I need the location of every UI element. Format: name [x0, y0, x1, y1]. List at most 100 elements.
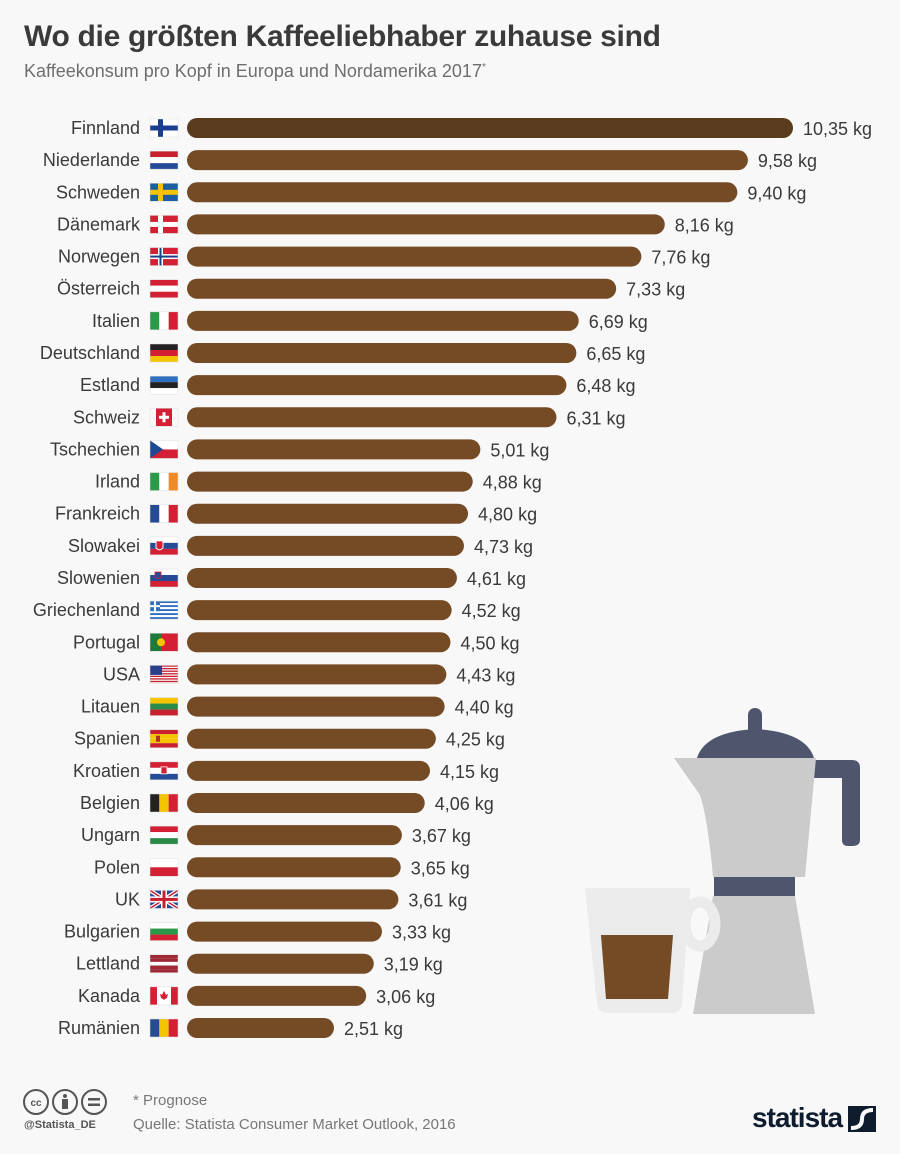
bar [187, 535, 464, 556]
flag-ie-icon [149, 472, 179, 491]
flag-it-icon [149, 311, 179, 331]
flag-lt-icon [149, 697, 179, 716]
chart-title: Wo die größten Kaffeeliebhaber zuhause s… [24, 20, 661, 53]
value-label: 6,69 kg [589, 312, 648, 332]
bar [187, 568, 457, 588]
bar [187, 664, 447, 685]
country-label: Slowakei [68, 536, 140, 556]
bar-row: Portugal 4,50 kg [73, 632, 520, 653]
country-label: Kanada [78, 986, 141, 1006]
country-label: Rumänien [58, 1018, 140, 1038]
bar-row: Estland 6,48 kg [80, 375, 635, 396]
bar [187, 696, 445, 717]
twitter-handle: @Statista_DE [24, 1119, 96, 1131]
bar-row: UK 3,61 kg [115, 888, 467, 911]
bar-row: USA 4,43 kg [103, 664, 515, 685]
bar [187, 600, 452, 621]
bar [187, 471, 473, 492]
country-label: Ungarn [81, 825, 140, 845]
bar-row: Lettland 3,19 kg [76, 953, 443, 975]
bar-row: Schweden 9,40 kg [56, 182, 806, 203]
value-label: 6,48 kg [576, 376, 635, 396]
bar-row: Italien 6,69 kg [92, 310, 648, 332]
value-label: 3,19 kg [384, 955, 443, 975]
country-label: Schweiz [73, 407, 140, 427]
bar-row: Deutschland 6,65 kg [40, 343, 645, 364]
value-label: 3,61 kg [408, 890, 467, 910]
bar [187, 760, 430, 781]
bar-row: Polen 3,65 kg [94, 857, 470, 878]
country-label: Norwegen [58, 247, 140, 267]
flag-bg-icon [149, 922, 179, 941]
country-label: UK [115, 889, 140, 909]
bar [187, 632, 451, 653]
flag-be-icon [149, 793, 179, 813]
flag-pl-icon [149, 858, 179, 877]
country-label: Dänemark [57, 214, 141, 234]
pot-handle [812, 760, 860, 846]
value-label: 8,16 kg [675, 215, 734, 235]
bar [187, 921, 382, 942]
pot-lid [697, 729, 814, 758]
pot-lower-body [693, 896, 815, 1014]
country-label: Lettland [76, 954, 140, 974]
flag-ro-icon [149, 1018, 179, 1038]
value-label: 7,76 kg [651, 248, 710, 268]
bar-row: Griechenland 4,52 kg [33, 600, 521, 621]
value-label: 7,33 kg [626, 280, 685, 300]
bar [187, 278, 617, 299]
bar-row: Österreich 7,33 kg [57, 278, 685, 300]
nd-icon [81, 1089, 107, 1115]
country-label: Irland [95, 472, 140, 492]
country-label: Deutschland [40, 343, 140, 363]
bar [187, 825, 402, 846]
cup-coffee [601, 935, 673, 999]
coffee-illustration [585, 708, 860, 1014]
bar-row: Schweiz 6,31 kg [73, 407, 626, 428]
bar [187, 182, 738, 203]
flag-no-icon [149, 247, 179, 266]
value-label: 4,73 kg [474, 537, 533, 557]
bar [187, 857, 401, 878]
bar-row: Frankreich 4,80 kg [55, 503, 537, 525]
country-label: Slowenien [57, 568, 140, 588]
subtitle-footnote-mark: * [481, 62, 486, 73]
value-label: 3,65 kg [411, 858, 470, 878]
value-label: 3,06 kg [376, 987, 435, 1007]
flag-pt-icon [149, 633, 179, 652]
bar [187, 439, 481, 460]
bar [187, 1018, 334, 1038]
country-label: Portugal [73, 632, 140, 652]
bar-row: Finnland 10,35 kg [71, 118, 872, 139]
bar [187, 985, 367, 1006]
cup-handle [679, 896, 721, 952]
flag-gb-icon [148, 888, 180, 911]
value-label: 3,67 kg [412, 826, 471, 846]
flag-de-icon [149, 343, 179, 363]
bar [187, 118, 793, 138]
value-label: 4,40 kg [455, 698, 514, 718]
bar-row: Bulgarien 3,33 kg [64, 921, 451, 943]
flag-us-icon [149, 665, 179, 684]
bar-row: Ungarn 3,67 kg [81, 825, 471, 846]
flag-es-icon [149, 729, 179, 748]
country-label: Bulgarien [64, 922, 140, 942]
value-label: 2,51 kg [344, 1019, 403, 1039]
source: Quelle: Statista Consumer Market Outlook… [133, 1116, 456, 1133]
chart-subtitle: Kaffeekonsum pro Kopf in Europa und Nord… [24, 61, 486, 82]
country-label: Kroatien [73, 761, 140, 781]
bar [187, 728, 436, 749]
value-label: 6,31 kg [566, 408, 625, 428]
statista-logo: statista [752, 1102, 843, 1133]
bar-row: Spanien 4,25 kg [74, 728, 505, 750]
footnote: * Prognose [133, 1092, 208, 1109]
country-label: Polen [94, 857, 140, 877]
bar-row: Norwegen 7,76 kg [58, 246, 710, 268]
flag-lv-icon [149, 954, 179, 973]
flag-hr-icon [149, 761, 179, 781]
flag-sk-icon [149, 536, 179, 556]
bar [187, 150, 748, 171]
country-label: Estland [80, 375, 140, 395]
flag-ca-icon [149, 986, 179, 1006]
